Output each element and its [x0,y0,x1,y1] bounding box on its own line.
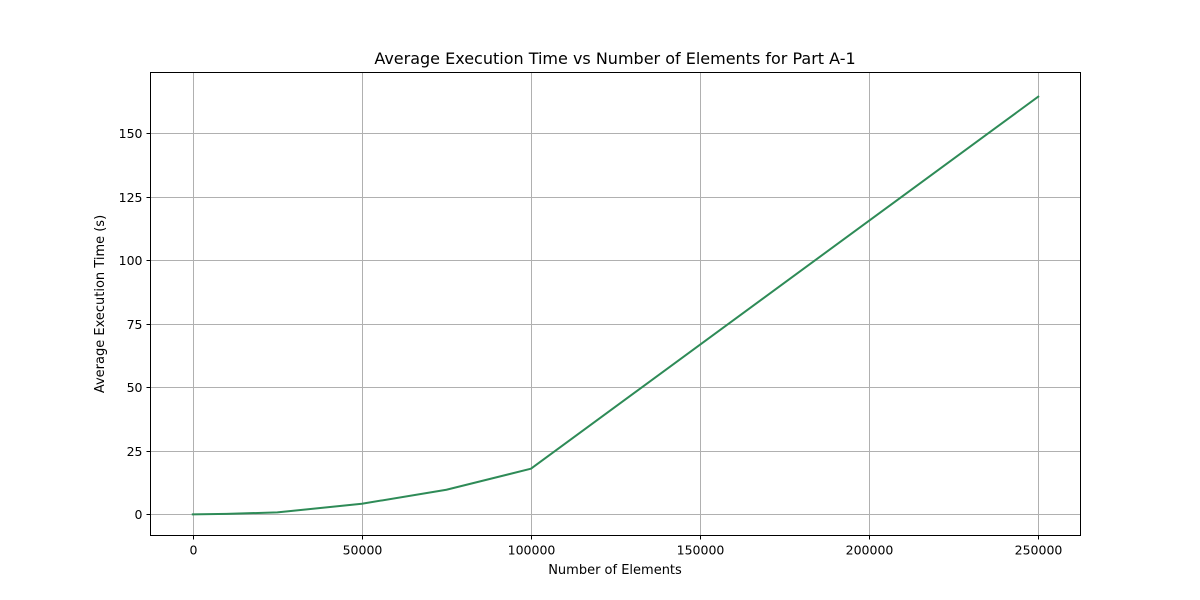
x-tick-label: 250000 [1015,543,1063,558]
y-tick-label: 150 [119,126,143,141]
series-line [191,95,1040,516]
x-tick-label: 200000 [846,543,894,558]
y-tick-label: 25 [127,444,143,459]
x-tick-label: 150000 [677,543,725,558]
y-axis-label: Average Execution Time (s) [93,215,108,393]
y-tick-label: 100 [119,253,143,268]
plot-frame [150,72,1081,536]
series-layer [191,95,1040,516]
chart-title: Average Execution Time vs Number of Elem… [374,49,855,68]
x-tick-label: 100000 [508,543,556,558]
grid [150,72,1081,536]
y-tick-label: 125 [119,190,143,205]
y-tick-label: 75 [127,317,143,332]
ticks: 0 50000 100000 150000 200000 250000 0 25 50 75 100… [119,126,1063,558]
x-tick-label: 50000 [343,543,383,558]
x-axis-label: Number of Elements [548,563,682,578]
x-tick-label: 0 [190,543,198,558]
y-tick-label: 50 [127,380,143,395]
y-tick-label: 0 [135,507,143,522]
